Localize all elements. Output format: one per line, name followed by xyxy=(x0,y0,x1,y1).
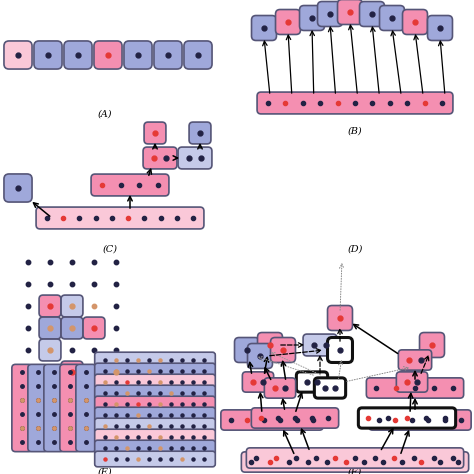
FancyBboxPatch shape xyxy=(396,372,428,392)
FancyBboxPatch shape xyxy=(264,378,296,398)
FancyBboxPatch shape xyxy=(105,361,127,383)
FancyBboxPatch shape xyxy=(252,16,276,40)
Text: (F): (F) xyxy=(348,468,362,474)
FancyBboxPatch shape xyxy=(91,174,169,196)
FancyBboxPatch shape xyxy=(242,372,273,392)
FancyBboxPatch shape xyxy=(328,337,353,363)
FancyBboxPatch shape xyxy=(34,41,62,69)
FancyBboxPatch shape xyxy=(178,147,212,169)
FancyBboxPatch shape xyxy=(303,334,337,356)
FancyBboxPatch shape xyxy=(44,365,64,452)
FancyBboxPatch shape xyxy=(318,1,343,27)
FancyBboxPatch shape xyxy=(154,41,182,69)
FancyBboxPatch shape xyxy=(95,429,215,445)
FancyBboxPatch shape xyxy=(144,122,166,144)
FancyBboxPatch shape xyxy=(39,339,61,361)
FancyBboxPatch shape xyxy=(366,378,464,398)
FancyBboxPatch shape xyxy=(36,207,204,229)
FancyBboxPatch shape xyxy=(271,337,295,363)
FancyBboxPatch shape xyxy=(4,174,32,202)
FancyBboxPatch shape xyxy=(64,41,92,69)
FancyBboxPatch shape xyxy=(235,337,259,363)
FancyBboxPatch shape xyxy=(61,317,83,339)
FancyBboxPatch shape xyxy=(39,317,61,339)
FancyBboxPatch shape xyxy=(275,9,301,35)
FancyBboxPatch shape xyxy=(124,41,152,69)
FancyBboxPatch shape xyxy=(241,452,469,472)
FancyBboxPatch shape xyxy=(189,122,211,144)
FancyBboxPatch shape xyxy=(296,372,328,392)
FancyBboxPatch shape xyxy=(300,6,325,30)
FancyBboxPatch shape xyxy=(257,333,283,357)
FancyBboxPatch shape xyxy=(251,408,338,428)
FancyBboxPatch shape xyxy=(221,410,323,430)
FancyBboxPatch shape xyxy=(95,418,215,434)
FancyBboxPatch shape xyxy=(60,365,80,452)
FancyBboxPatch shape xyxy=(328,306,353,330)
FancyBboxPatch shape xyxy=(398,350,432,370)
FancyBboxPatch shape xyxy=(380,6,404,30)
FancyBboxPatch shape xyxy=(359,1,384,27)
FancyBboxPatch shape xyxy=(369,410,471,430)
FancyBboxPatch shape xyxy=(95,451,215,467)
Text: (E): (E) xyxy=(98,468,112,474)
FancyBboxPatch shape xyxy=(95,407,215,423)
Text: (C): (C) xyxy=(102,245,118,254)
FancyBboxPatch shape xyxy=(94,41,122,69)
FancyBboxPatch shape xyxy=(95,385,215,401)
FancyBboxPatch shape xyxy=(95,374,215,390)
FancyBboxPatch shape xyxy=(419,333,445,357)
FancyBboxPatch shape xyxy=(402,9,428,35)
Text: (D): (D) xyxy=(347,245,363,254)
FancyBboxPatch shape xyxy=(95,396,215,412)
FancyBboxPatch shape xyxy=(95,363,215,379)
FancyBboxPatch shape xyxy=(83,317,105,339)
FancyBboxPatch shape xyxy=(257,92,453,114)
FancyBboxPatch shape xyxy=(61,295,83,317)
FancyBboxPatch shape xyxy=(246,448,464,468)
FancyBboxPatch shape xyxy=(337,0,363,25)
Text: (B): (B) xyxy=(348,127,362,136)
Text: (A): (A) xyxy=(98,110,112,119)
FancyBboxPatch shape xyxy=(95,352,215,368)
FancyBboxPatch shape xyxy=(247,344,273,368)
FancyBboxPatch shape xyxy=(95,440,215,456)
FancyBboxPatch shape xyxy=(428,16,453,40)
FancyBboxPatch shape xyxy=(143,147,177,169)
FancyBboxPatch shape xyxy=(28,365,48,452)
FancyBboxPatch shape xyxy=(61,361,83,383)
FancyBboxPatch shape xyxy=(76,365,96,452)
FancyBboxPatch shape xyxy=(314,378,346,398)
FancyBboxPatch shape xyxy=(39,295,61,317)
FancyBboxPatch shape xyxy=(184,41,212,69)
FancyBboxPatch shape xyxy=(358,408,456,428)
FancyBboxPatch shape xyxy=(12,365,32,452)
FancyBboxPatch shape xyxy=(4,41,32,69)
